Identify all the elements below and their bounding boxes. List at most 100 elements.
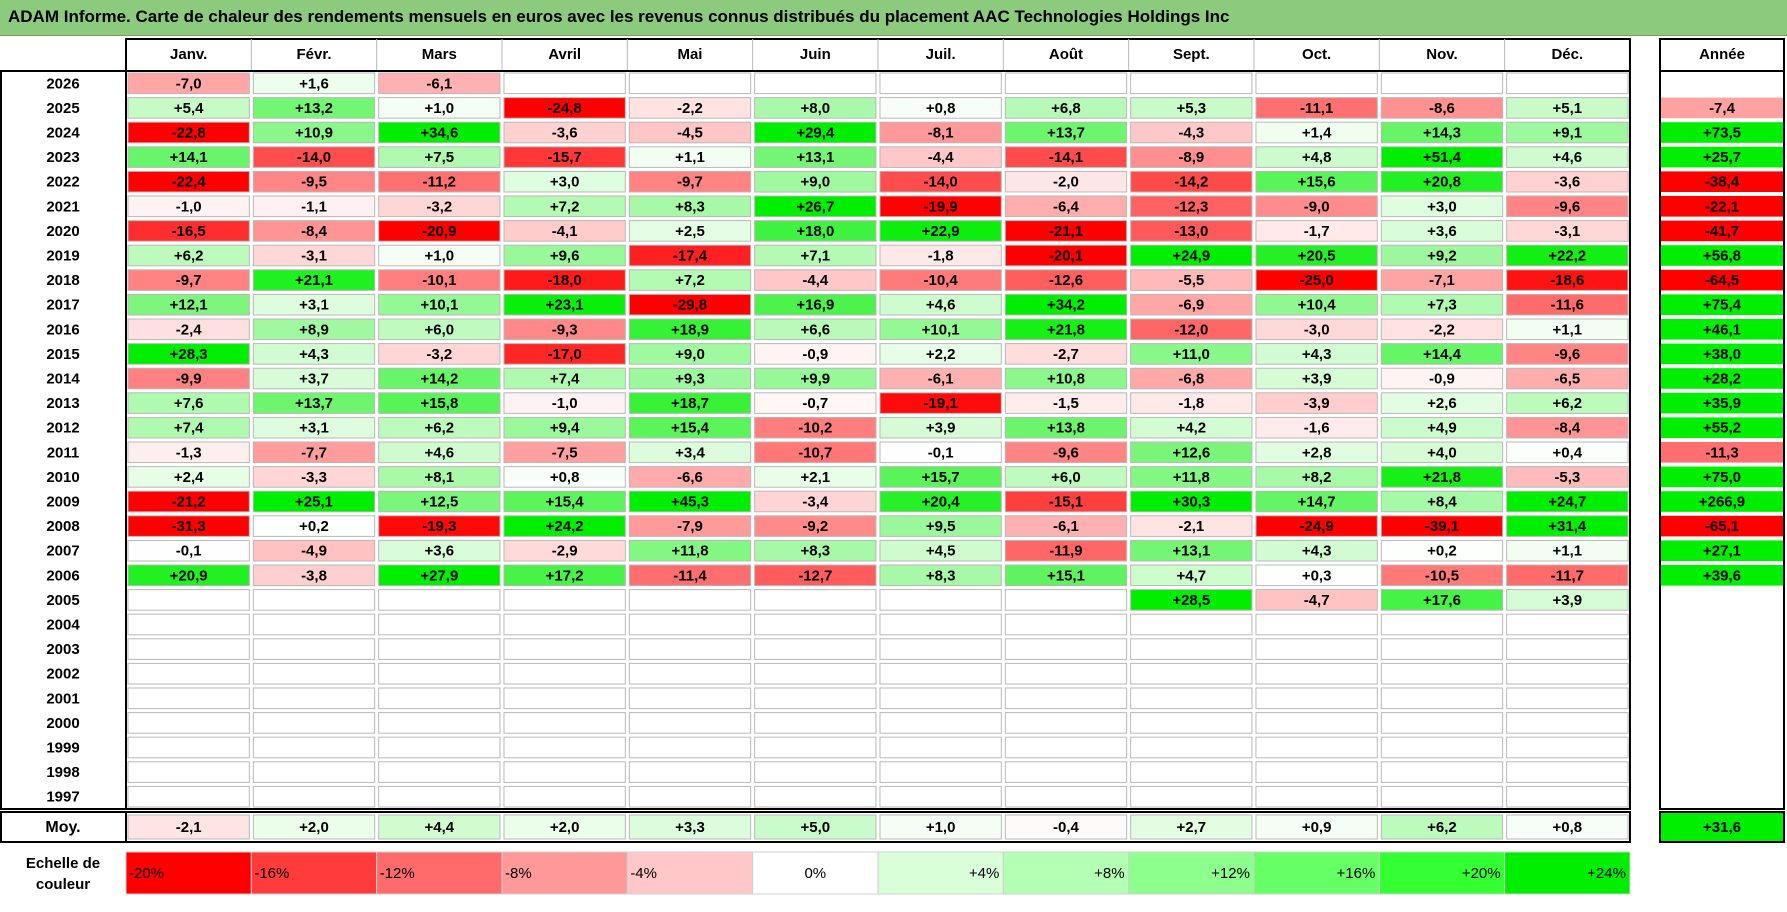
cell-value: +8,2 (1302, 469, 1332, 486)
heatmap-cell (1130, 736, 1253, 759)
heatmap-cell (1004, 589, 1128, 611)
heatmap-cell (378, 589, 501, 611)
heatmap-cell (1380, 293, 1504, 316)
annual-cell (1661, 737, 1783, 758)
average-value: +6,2 (1427, 819, 1457, 836)
heatmap-cell (1004, 736, 1128, 759)
cell-value: +11,8 (1173, 469, 1210, 486)
heatmap-cell (503, 490, 626, 513)
average-value: +2,7 (1176, 819, 1206, 836)
month-header: Juin (800, 46, 831, 63)
cell-value: +3,9 (1302, 370, 1332, 387)
heatmap-cell (1506, 515, 1629, 537)
heatmap-cell (628, 318, 752, 341)
heatmap-cell (503, 761, 626, 783)
cell-value: +4,3 (1302, 346, 1332, 363)
heatmap-cell (127, 490, 250, 513)
cell-value: -2,0 (1053, 174, 1079, 191)
cell-value: -3,0 (1304, 321, 1330, 338)
heatmap-cell (503, 244, 626, 267)
cell-value: -9,5 (301, 174, 327, 191)
cell-value: -9,7 (176, 272, 202, 289)
heatmap-cell (1506, 220, 1629, 242)
cell-value: -3,4 (802, 493, 829, 510)
heatmap-cell (1506, 441, 1629, 464)
heatmap-cell (127, 662, 250, 685)
scale-step-label: +4% (969, 865, 999, 882)
heatmap-cell (1506, 146, 1629, 168)
heatmap-cell (1004, 761, 1128, 783)
heatmap-cell (879, 687, 1002, 710)
heatmap-cell (1130, 392, 1253, 414)
scale-step-label: +20% (1462, 865, 1501, 882)
heatmap-cell (1130, 121, 1253, 144)
heatmap-cell (503, 441, 626, 464)
annual-cell (1661, 491, 1783, 512)
cell-value: +2,2 (926, 346, 956, 363)
heatmap-cell (628, 638, 752, 660)
cell-value: +18,7 (671, 395, 709, 412)
heatmap-cell (628, 244, 752, 267)
heatmap-cell (252, 466, 376, 488)
heatmap-cell (1004, 490, 1128, 513)
heatmap-cell (1506, 244, 1629, 267)
heatmap-cell (1004, 72, 1128, 95)
average-cell (879, 814, 1002, 840)
heatmap-cell (1130, 146, 1253, 168)
cell-value: -18,0 (548, 272, 582, 289)
cell-value: +8,4 (1427, 493, 1457, 510)
cell-value: -4,4 (802, 272, 829, 289)
cell-value: +21,8 (1047, 321, 1085, 338)
scale-swatch (250, 851, 378, 895)
heatmap-cell (503, 318, 626, 341)
cell-value: -9,6 (1554, 346, 1580, 363)
heatmap-cell (252, 638, 376, 660)
heatmap-cell (1255, 687, 1378, 710)
cell-value: -3,2 (426, 198, 452, 215)
average-cell (1130, 814, 1253, 840)
heatmap-cell (754, 392, 877, 414)
cell-value: -3,1 (301, 247, 327, 264)
heatmap-cell (628, 564, 752, 587)
scale-step-label: +8% (1094, 865, 1124, 882)
heatmap-cell (1506, 343, 1629, 365)
cell-value: +4,0 (1427, 444, 1457, 461)
heatmap-cell (1380, 662, 1504, 685)
cell-value: +3,7 (299, 370, 329, 387)
cell-value: +24,9 (1172, 247, 1210, 264)
heatmap-cell (754, 515, 877, 537)
cell-value: +4,2 (1176, 420, 1206, 437)
row-year-label: 1997 (46, 789, 79, 806)
cell-value: -24,9 (1300, 518, 1334, 535)
scale-step-label: -8% (505, 865, 532, 882)
heatmap-cell (1506, 367, 1629, 390)
heatmap-cell (628, 195, 752, 218)
heatmap-cell (378, 367, 501, 390)
cell-value: +3,0 (550, 174, 580, 191)
cell-value: -3,2 (426, 346, 452, 363)
heatmap-cell (1255, 662, 1378, 685)
heatmap-cell (754, 97, 877, 119)
heatmap-cell (1380, 416, 1504, 439)
month-header: Déc. (1551, 46, 1583, 63)
heatmap-cell (879, 515, 1002, 537)
cell-value: +6,6 (801, 321, 831, 338)
cell-value: -20,1 (1049, 247, 1083, 264)
heatmap-cell (1255, 441, 1378, 464)
heatmap-cell (1130, 416, 1253, 439)
heatmap-cell (1255, 761, 1378, 783)
cell-value: +6,2 (1552, 395, 1582, 412)
heatmap-cell (252, 170, 376, 193)
annual-frame (1659, 70, 1785, 810)
heatmap-cell (1380, 195, 1504, 218)
cell-value: +2,6 (1427, 395, 1457, 412)
row-year-label: 2005 (46, 592, 79, 609)
heatmap-cell (879, 367, 1002, 390)
cell-value: -6,1 (928, 370, 954, 387)
heatmap-cell (1004, 539, 1128, 562)
heatmap-cell (378, 293, 501, 316)
scale-step-label: +16% (1337, 865, 1376, 882)
heatmap-cell (1130, 441, 1253, 464)
heatmap-cell (1255, 392, 1378, 414)
cell-value: +0,2 (299, 518, 329, 535)
